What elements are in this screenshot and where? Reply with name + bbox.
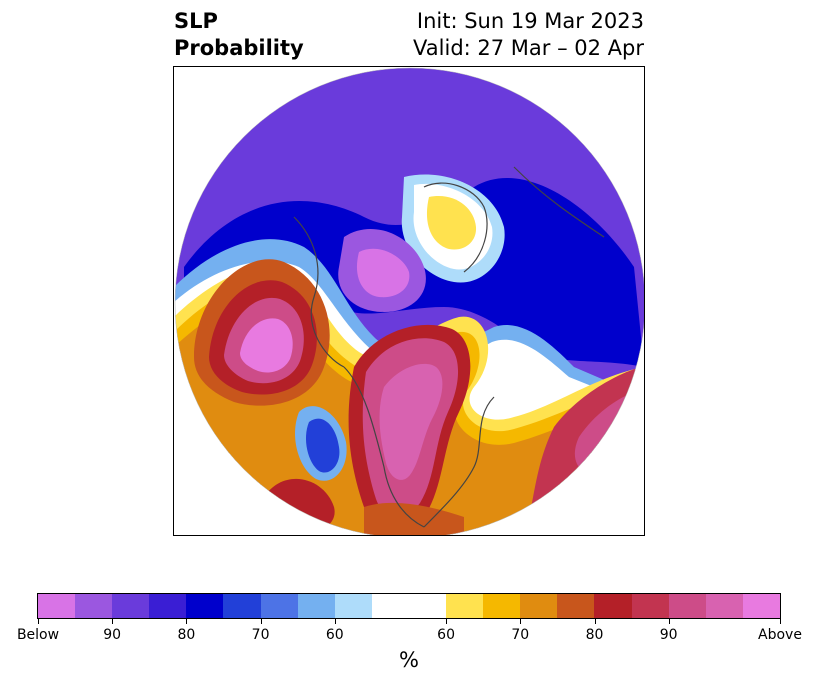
map-title: SLP Probability: [174, 8, 304, 62]
region-western-us-below: [305, 418, 340, 473]
colorbar-swatch: [260, 594, 298, 618]
region-arctic-ocean-core: [356, 248, 410, 298]
colorbar-tick-mark: [520, 619, 522, 624]
colorbar-swatch: [38, 594, 76, 618]
map-dates: Init: Sun 19 Mar 2023 Valid: 27 Mar – 02…: [413, 8, 644, 62]
colorbar-tick-mark: [594, 619, 596, 624]
colorbar-swatch: [446, 594, 484, 618]
colorbar-tick-mark: [38, 619, 39, 624]
colorbar-tick-label: 90: [659, 627, 678, 643]
colorbar-swatch: [112, 594, 150, 618]
colorbar-swatch: [223, 594, 261, 618]
colorbar-swatch: [742, 594, 780, 618]
colorbar-tick-mark: [446, 619, 448, 624]
init-date: Init: Sun 19 Mar 2023: [416, 9, 644, 33]
coast-eurasia: [513, 166, 605, 238]
colorbar-tick-mark: [334, 619, 336, 624]
colorbar-swatch: [520, 594, 558, 618]
colorbar-swatch: [557, 594, 595, 618]
colorbar-tick-label: 60: [437, 627, 456, 643]
coast-alaska: [293, 216, 345, 368]
colorbar-tick-mark: [186, 619, 188, 624]
colorbar-tick-label: 70: [251, 627, 270, 643]
colorbar-tick-label: 80: [177, 627, 196, 643]
colorbar-tick-mark: [780, 619, 781, 624]
colorbar-swatch: [334, 594, 372, 618]
map-panel: [173, 66, 645, 536]
colorbar-swatch: [75, 594, 113, 618]
colorbar-tick-label: Above: [758, 627, 802, 643]
colorbar-swatch: [668, 594, 706, 618]
coast-greenland: [423, 182, 488, 273]
colorbar-tick-label: 70: [511, 627, 530, 643]
colorbar-tick-mark: [112, 619, 114, 624]
colorbar-swatch: [483, 594, 521, 618]
colorbar-tick-label: 80: [585, 627, 604, 643]
coast-east-na: [423, 396, 495, 528]
region-greenland-above: [426, 196, 477, 250]
colorbar-tick-label: 60: [325, 627, 344, 643]
colorbar-tick-label: Below: [16, 627, 60, 643]
colorbar-swatch: [186, 594, 224, 618]
colorbar-swatch: [297, 594, 335, 618]
valid-range: Valid: 27 Mar – 02 Apr: [413, 36, 644, 60]
colorbar-unit: %: [399, 648, 419, 672]
colorbar-tick-label: 90: [103, 627, 122, 643]
colorbar: [37, 593, 781, 619]
colorbar-swatch: [631, 594, 669, 618]
coast-west-na: [343, 366, 425, 528]
title-product: Probability: [174, 36, 304, 60]
colorbar-tick-mark: [260, 619, 262, 624]
colorbar-tick-mark: [668, 619, 670, 624]
region-gulf-alaska-core: [240, 318, 293, 373]
title-variable: SLP: [174, 9, 218, 33]
colorbar-swatch: [149, 594, 187, 618]
colorbar-swatch: [371, 594, 447, 618]
colorbar-swatch: [594, 594, 632, 618]
colorbar-swatch: [705, 594, 743, 618]
coastlines: [293, 166, 605, 528]
region-central-na-core: [379, 363, 443, 480]
map-disc-edge: [174, 67, 644, 535]
probability-map: [174, 67, 644, 535]
